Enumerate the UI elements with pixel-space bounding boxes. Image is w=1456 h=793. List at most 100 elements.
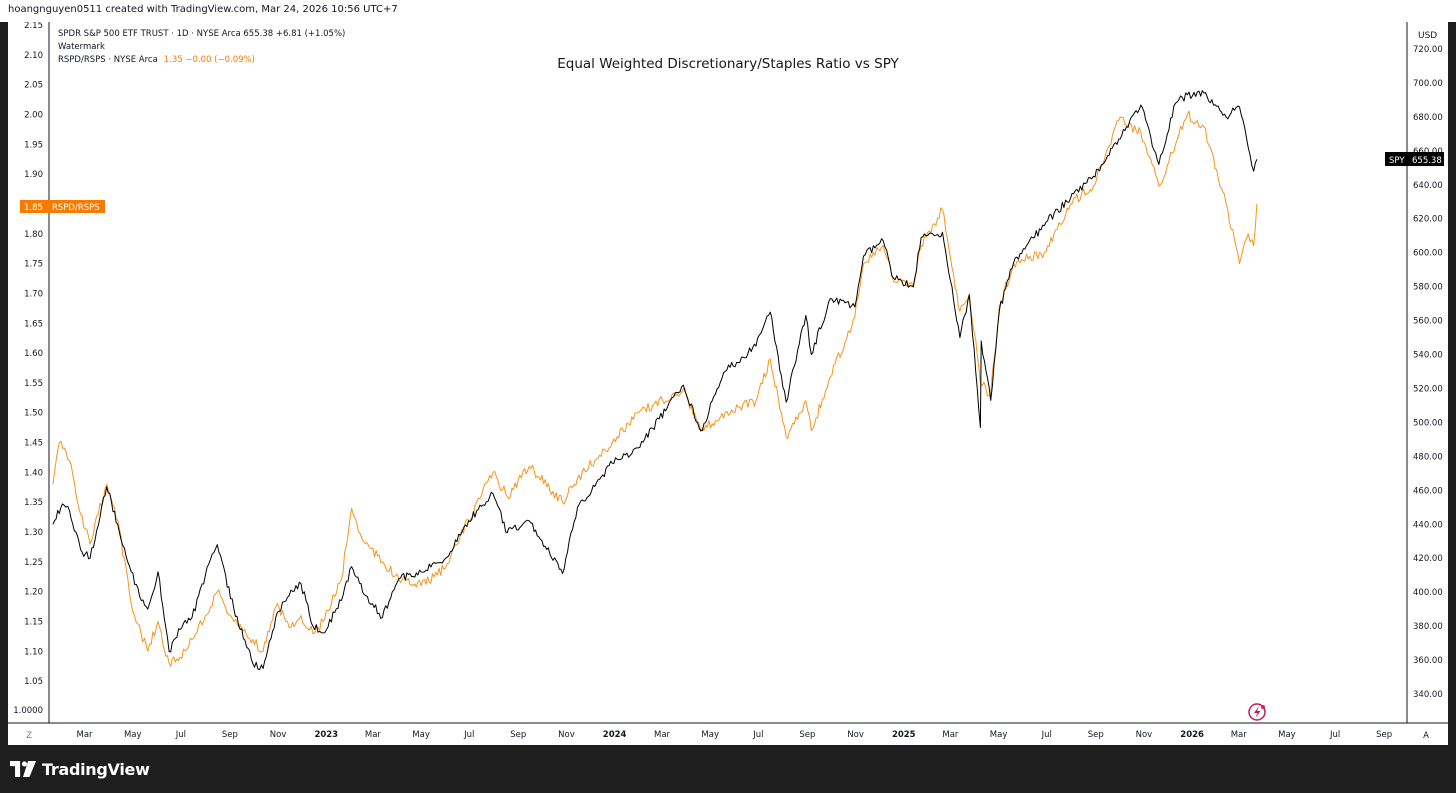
legend-ratio-name: RSPD/RSPS · NYSE Arca [58,55,158,65]
x-tick-label: Mar [1231,730,1248,740]
right-axis-unit: USD [1418,31,1437,41]
left-tick-label: 1.40 [24,468,43,478]
right-tick-label: 340.00 [1413,690,1443,700]
right-tick-label: 400.00 [1413,588,1443,598]
left-tick-label: 1.90 [24,170,43,180]
x-tick-label: Mar [365,730,382,740]
x-tick-label: 2023 [314,730,338,740]
series-line-spy[interactable] [52,90,1258,670]
left-tick-label: 1.30 [24,528,43,538]
x-tick-label: Sep [1376,730,1392,740]
x-tick-label: 2024 [603,730,627,740]
x-tick-label: Sep [510,730,526,740]
x-tick-label: May [990,730,1008,740]
left-tick-label: 1.15 [24,618,43,628]
tradingview-logo[interactable]: TradingView [10,759,150,779]
left-tick-label: 1.60 [24,349,43,359]
left-tick-label: 1.80 [24,230,43,240]
x-tick-label: May [412,730,430,740]
left-tick-label: 1.05 [24,677,43,687]
chart-canvas[interactable]: 2.15 2.10 2.05 2.00 1.95 1.90 1.85 1.80 1.75 1.70… [8,21,1448,745]
ratio-current-label: 1.85 RSPD/RSPS [20,200,105,213]
left-tick-label: 2.00 [24,110,43,120]
tradingview-logo-icon [10,761,36,777]
right-tick-label: 660.00 [1413,147,1443,157]
x-tick-label: Jul [463,730,474,740]
x-tick-label: Mar [654,730,671,740]
x-tick-label: Sep [799,730,815,740]
right-tick-label: 620.00 [1413,215,1443,225]
left-tick-label: 1.95 [24,140,43,150]
x-tick-label: Jul [175,730,186,740]
x-tick-label: May [701,730,719,740]
left-tick-label: 1.10 [24,647,43,657]
left-tick-label: 1.20 [24,588,43,598]
ratio-current-label-value: 1.85 [24,203,43,213]
x-tick-label: Sep [222,730,238,740]
x-tick-label: Nov [558,730,575,740]
legend-watermark: Watermark [58,42,105,52]
right-tick-label: 520.00 [1413,384,1443,394]
credit-text: hoangnguyen0511 created with TradingView… [8,4,398,15]
x-tick-label: Nov [1136,730,1153,740]
svg-text:Z: Z [26,731,32,741]
x-tick-label: Mar [942,730,959,740]
right-tick-label: 500.00 [1413,418,1443,428]
legend-ratio-line: RSPD/RSPS · NYSE Arca 1.35 −0.00 (−0.09%) [58,55,255,65]
right-tick-label: 640.00 [1413,181,1443,191]
svg-text:A: A [1423,731,1429,741]
spy-current-label-value: 655.38 [1412,156,1442,166]
x-tick-label: Sep [1088,730,1104,740]
left-tick-label: 1.55 [24,379,43,389]
z-button[interactable]: Z [20,727,38,741]
left-tick-label: 1.45 [24,439,43,449]
right-tick-label: 420.00 [1413,554,1443,564]
ratio-current-label-bg [20,200,105,213]
tradingview-brand-text: TradingView [42,759,150,779]
x-tick-label: May [124,730,142,740]
left-tick-label: 2.15 [24,22,43,31]
x-tick-label: Nov [847,730,864,740]
x-tick-label: Jul [752,730,763,740]
left-tick-label: 1.25 [24,558,43,568]
left-axis-ticks: 2.15 2.10 2.05 2.00 1.95 1.90 1.85 1.80 1.75 1.70… [13,21,43,716]
x-tick-label: Nov [270,730,287,740]
right-tick-label: 700.00 [1413,79,1443,89]
left-tick-label: 1.0000 [13,706,43,716]
right-tick-label: 480.00 [1413,452,1443,462]
right-axis-ticks: 720.00 700.00 680.00 660.00 640.00 620.00 600.… [1413,45,1443,700]
chart-frame[interactable]: 2.15 2.10 2.05 2.00 1.95 1.90 1.85 1.80 1.75 1.70… [8,21,1448,745]
x-tick-label: Jul [1041,730,1052,740]
left-tick-label: 1.50 [24,409,43,419]
left-tick-label: 1.70 [24,289,43,299]
right-tick-label: 380.00 [1413,622,1443,632]
plot-area[interactable] [49,22,1407,723]
right-tick-label: 680.00 [1413,113,1443,123]
right-tick-label: 440.00 [1413,520,1443,530]
left-tick-label: 2.05 [24,81,43,91]
series-line-ratio[interactable] [52,110,1258,667]
series-layer [52,90,1258,670]
legend-spy: SPDR S&P 500 ETF TRUST · 1D · NYSE Arca … [58,29,345,39]
right-tick-label: 540.00 [1413,351,1443,361]
spy-current-label: SPY 655.38 [1385,152,1444,166]
x-axis-ticks: Mar May Jul Sep Nov 2023 Mar May Jul Sep Nov 2024 Ma… [77,730,1393,740]
credit-bar: hoangnguyen0511 created with TradingView… [0,0,1456,23]
chart-title: Equal Weighted Discretionary/Staples Rat… [557,56,899,72]
spy-current-label-name: SPY [1389,156,1405,166]
footer-bar: TradingView [0,745,1456,793]
left-tick-label: 1.65 [24,319,43,329]
a-button[interactable]: A [1417,727,1435,741]
x-tick-label: 2025 [892,730,916,740]
right-tick-label: 360.00 [1413,656,1443,666]
x-tick-label: 2026 [1180,730,1204,740]
right-tick-label: 460.00 [1413,486,1443,496]
lightning-icon[interactable] [1248,703,1266,721]
left-tick-label: 1.75 [24,260,43,270]
ratio-current-label-name: RSPD/RSPS [52,203,100,213]
x-tick-label: Jul [1329,730,1340,740]
right-tick-label: 720.00 [1413,45,1443,55]
x-tick-label: May [1278,730,1296,740]
spy-current-label-bg [1385,152,1444,166]
left-tick-label: 2.10 [24,51,43,61]
